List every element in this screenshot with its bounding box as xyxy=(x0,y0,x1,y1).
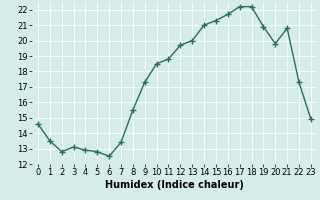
X-axis label: Humidex (Indice chaleur): Humidex (Indice chaleur) xyxy=(105,180,244,190)
